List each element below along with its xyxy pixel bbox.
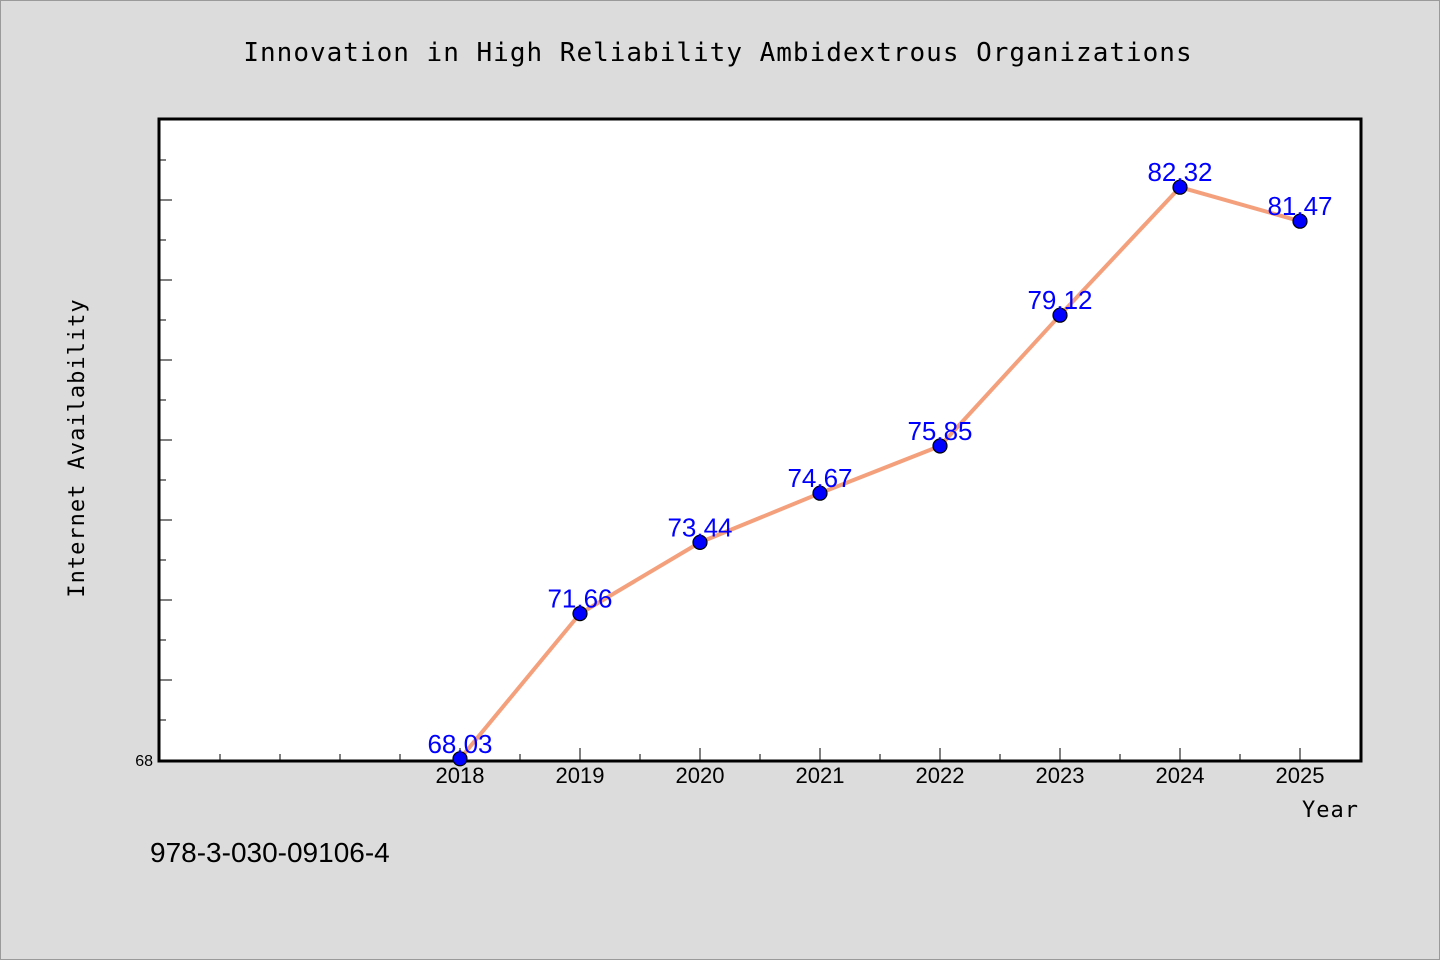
y-axis-label: Internet Availability [65, 298, 90, 597]
data-point-marker [692, 534, 708, 551]
series-markers [452, 179, 1308, 767]
data-point-marker [812, 485, 828, 501]
data-point-marker [1292, 213, 1308, 229]
data-point-label: 75.85 [907, 416, 972, 446]
x-tick-label: 2024 [1156, 763, 1205, 788]
data-point-marker [932, 438, 948, 454]
data-point-label: 71.66 [547, 584, 612, 614]
x-tick-label: 2025 [1276, 763, 1325, 788]
data-point-marker [452, 751, 468, 767]
data-point-label: 81.47 [1267, 191, 1332, 221]
x-tick-label: 2023 [1036, 763, 1085, 788]
x-tick-label: 2021 [796, 763, 845, 788]
x-tick-labels: 2018 2019 2020 2021 2022 2023 2024 2025 [436, 763, 1325, 788]
data-point-marker [572, 605, 588, 622]
data-point-label: 74.67 [787, 463, 852, 493]
y-tick-label: 68 [135, 753, 153, 770]
footnote-isbn: 978-3-030-09106-4 [150, 837, 390, 868]
x-tick-label: 2019 [556, 763, 605, 788]
chart-title: Innovation in High Reliability Ambidextr… [243, 38, 1192, 68]
data-point-marker [1172, 179, 1188, 195]
x-tick-label: 2020 [676, 763, 725, 788]
data-labels: 68.03 71.66 73.44 74.67 75.85 79.12 82.32 81.47 [427, 157, 1332, 759]
x-tick-label: 2022 [916, 763, 965, 788]
series-line [458, 185, 1302, 761]
data-point-label: 82.32 [1147, 157, 1212, 187]
data-point-label: 68.03 [427, 729, 492, 759]
x-tick-label: 2018 [436, 763, 485, 788]
x-axis-label: Year [1302, 798, 1359, 823]
plot-area [157, 117, 1363, 763]
data-point-marker [1052, 307, 1068, 323]
x-axis-ticks [219, 748, 1301, 760]
data-point-label: 73.44 [667, 512, 732, 542]
y-axis-ticks [160, 159, 172, 721]
data-point-label: 79.12 [1027, 285, 1092, 315]
